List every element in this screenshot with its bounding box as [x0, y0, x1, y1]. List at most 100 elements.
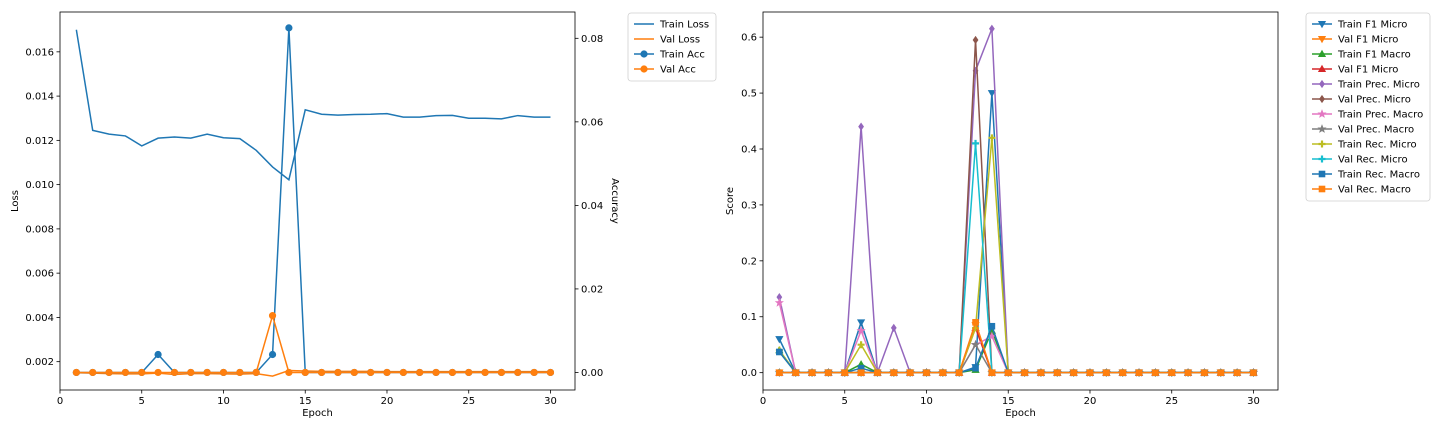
data-point [72, 368, 80, 377]
data-point [856, 325, 866, 335]
y-tick-label: 0.006 [25, 269, 54, 280]
data-point [972, 35, 979, 45]
data-point [856, 319, 866, 327]
x-tick-label: 5 [139, 396, 145, 407]
x-axis-label: Epoch [1005, 408, 1036, 419]
data-point [825, 369, 832, 376]
data-point [1233, 369, 1241, 376]
data-point [465, 368, 473, 377]
legend-entry: Val Prec. Micro [1312, 95, 1411, 106]
series-val-acc [72, 312, 555, 377]
data-point [285, 24, 293, 32]
legend-marker [1318, 170, 1326, 178]
data-point [857, 369, 865, 376]
data-point [530, 368, 538, 377]
data-point [481, 368, 489, 377]
y-tick-label: 0.002 [25, 357, 54, 368]
data-point [1037, 369, 1045, 376]
legend-label: Val F1 Micro [1338, 65, 1398, 76]
x-tick-label: 30 [1247, 396, 1260, 407]
data-point [383, 368, 391, 377]
legend-label: Train Prec. Macro [1337, 110, 1423, 121]
legend-entry: Train Prec. Macro [1312, 109, 1423, 121]
data-point [138, 368, 146, 377]
legend: Train F1 Micro Val F1 Micro Train F1 Macro… [1305, 12, 1431, 202]
data-point [858, 122, 864, 131]
data-point [1086, 369, 1094, 376]
x-tick-label: 10 [217, 396, 230, 407]
score-chart: 0 5 10 15 20 25 30 0.0 0.1 0.2 0.3 0.4 0.5 0.6 Epoch Sc… [725, 11, 1431, 419]
y-axis-label: Score [725, 187, 736, 215]
legend-marker [640, 65, 648, 73]
legend-label: Train Prec. Micro [1337, 80, 1420, 91]
data-point [317, 368, 326, 377]
legend-label: Val Loss [660, 35, 700, 46]
data-point [154, 368, 162, 377]
legend-entry: Train Rec. Macro [1312, 170, 1420, 181]
y-tick-label: 0.0 [741, 368, 757, 379]
data-point [1168, 369, 1176, 376]
legend-marker [640, 50, 648, 58]
y2-tick-label: 0.04 [581, 201, 603, 212]
legend-entry: Val F1 Micro [1312, 65, 1398, 76]
legend-label: Val Acc [660, 65, 696, 76]
y-tick-label: 0.3 [741, 200, 757, 211]
legend-label: Train Loss [659, 20, 709, 31]
data-point [989, 24, 995, 33]
data-point [972, 139, 980, 147]
y-tick-label: 0.012 [25, 136, 54, 147]
data-point [841, 369, 849, 376]
data-point [1021, 369, 1028, 376]
data-point [170, 368, 179, 377]
legend-marker [1319, 79, 1325, 89]
x-tick-label: 25 [462, 396, 475, 407]
data-point [301, 368, 309, 377]
data-point [970, 339, 981, 349]
y-tick-label: 0.6 [741, 33, 757, 44]
y-tick-label: 0.014 [25, 92, 54, 103]
data-point [448, 368, 456, 377]
legend-marker [1317, 109, 1327, 118]
series-train-loss [75, 29, 551, 182]
data-point [350, 368, 358, 377]
plot-frame [762, 11, 1279, 391]
data-point [890, 369, 898, 376]
data-point [890, 323, 897, 333]
data-point [988, 134, 996, 142]
legend-entry: Train F1 Micro [1312, 20, 1407, 31]
plot-frame [59, 11, 576, 391]
y-tick-label: 0.2 [741, 256, 757, 267]
data-point [1217, 369, 1225, 376]
data-point [1103, 369, 1110, 376]
legend-label: Train F1 Micro [1337, 20, 1407, 31]
legend-box [627, 12, 717, 82]
legend-entry: Val Loss [634, 35, 700, 46]
data-point [987, 90, 997, 98]
legend-label: Train Acc [659, 50, 705, 61]
legend-marker [1318, 155, 1326, 163]
x-tick-label: 25 [1165, 396, 1178, 407]
data-point [1070, 369, 1077, 376]
legend: Train Loss Val Loss Train Acc Val Acc [627, 12, 717, 82]
legend-marker [1317, 64, 1327, 72]
data-point [923, 369, 930, 376]
data-point [955, 369, 963, 376]
x-tick-label: 5 [842, 396, 848, 407]
legend-label: Val Prec. Micro [1338, 95, 1411, 106]
data-point [219, 368, 228, 377]
data-point [497, 368, 506, 377]
series-val-rec-macro [776, 319, 1257, 376]
legend-label: Train Rec. Micro [1337, 140, 1417, 151]
x-axis-label: Epoch [302, 408, 333, 419]
data-point [906, 369, 914, 376]
data-point [252, 368, 260, 377]
legend-marker [1317, 49, 1327, 58]
y-tick-label: 0.008 [25, 224, 54, 235]
legend-entry: Train F1 Macro [1312, 50, 1411, 61]
legend-marker [1318, 185, 1326, 193]
data-point [1004, 369, 1012, 376]
data-point [268, 350, 277, 359]
data-point [972, 319, 979, 326]
y-tick-label: 0.004 [25, 313, 54, 324]
data-point [367, 368, 375, 377]
